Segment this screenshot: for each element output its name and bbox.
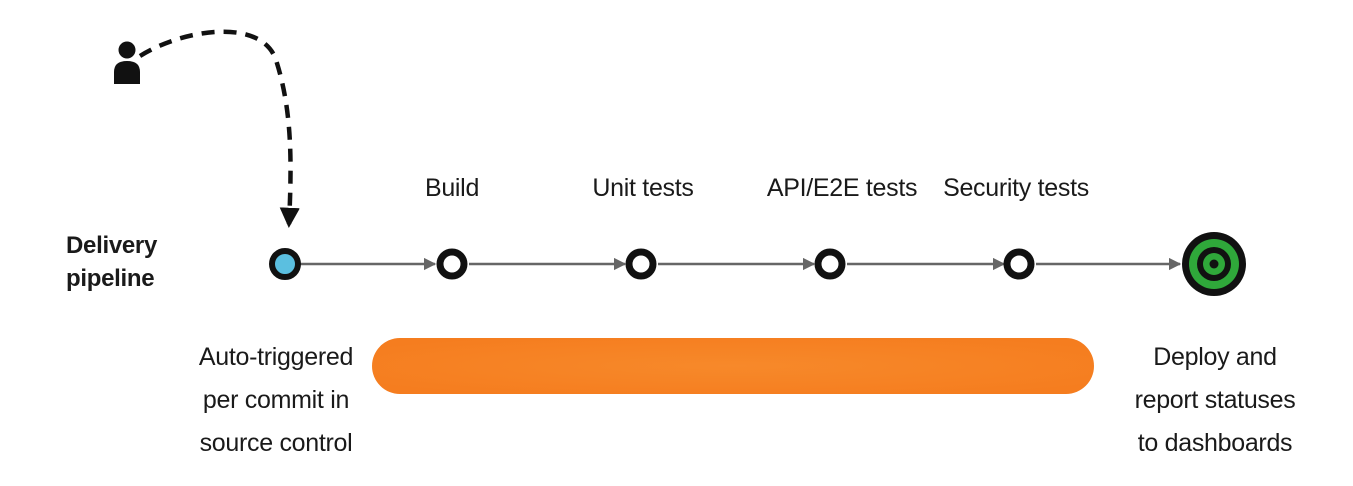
stage-node-security-tests (1003, 248, 1035, 280)
pipeline-label: Delivery pipeline (66, 229, 157, 295)
start-caption-line-2: per commit in (202, 386, 350, 414)
end-caption-line-1: Deploy and (1153, 343, 1277, 371)
pipeline-label-line-2: pipeline (66, 265, 155, 292)
stage-node-api-e2e-tests (814, 248, 846, 280)
stage-label-build: Build (424, 174, 480, 202)
stage-label-api-e2e-tests: API/E2E tests (766, 174, 918, 202)
start-caption: Auto-triggered per commit in source cont… (198, 336, 354, 465)
pipeline-label-line-1: Delivery (66, 232, 157, 259)
stage-node-build (436, 248, 468, 280)
stage-label-security-tests: Security tests (943, 174, 1089, 202)
start-caption-line-1: Auto-triggered (198, 343, 354, 371)
target-icon (1182, 232, 1246, 296)
end-caption-line-3: to dashboards (1137, 429, 1293, 457)
stage-node-unit-tests (625, 248, 657, 280)
end-caption-line-2: report statuses (1134, 386, 1296, 414)
person-icon (114, 41, 140, 84)
trigger-node-icon (269, 248, 301, 280)
automation-bar (372, 338, 1094, 394)
stage-label-unit-tests: Unit tests (592, 174, 694, 202)
end-caption: Deploy and report statuses to dashboards (1135, 336, 1296, 465)
trigger-arrow (138, 29, 300, 229)
start-caption-line-3: source control (199, 429, 353, 457)
